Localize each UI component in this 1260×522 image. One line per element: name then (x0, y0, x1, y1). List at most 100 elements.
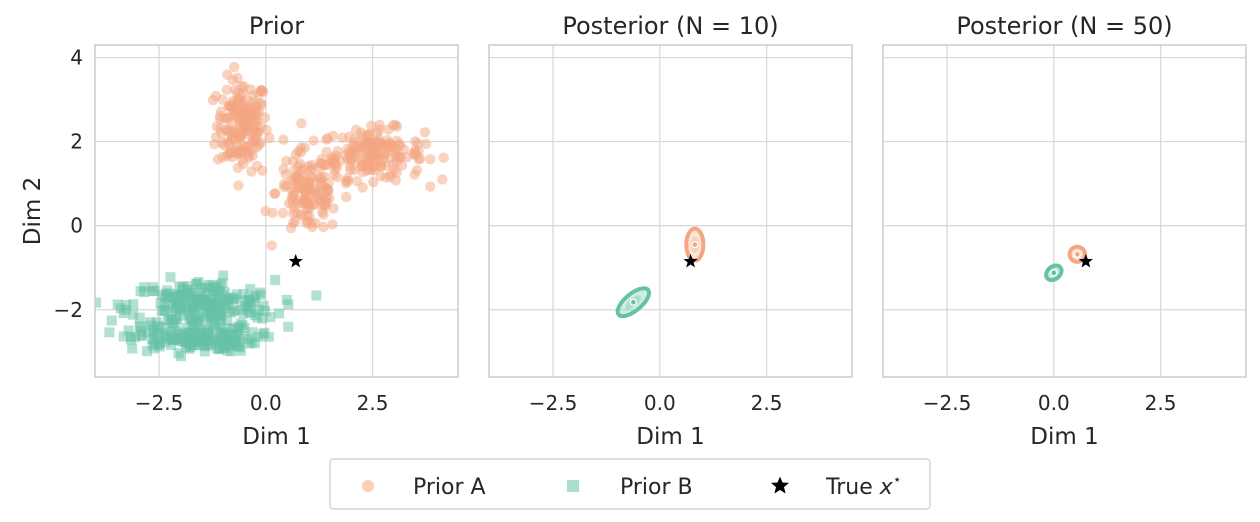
prior-a-point (246, 166, 257, 177)
legend: Prior A Prior B True x⋆ (329, 458, 931, 510)
plot-area (615, 226, 706, 319)
legend-marker-prior-b (567, 480, 579, 492)
panel-title: Posterior (N = 50) (956, 12, 1172, 40)
x-tick-label: −2.5 (923, 391, 972, 415)
prior-a-point (419, 127, 431, 138)
prior-b-point (104, 327, 115, 338)
prior-a-point (287, 198, 298, 209)
prior-b-point (203, 327, 214, 338)
prior-b-point (187, 288, 198, 299)
prior-a-point (290, 149, 302, 160)
prior-a-point (321, 146, 332, 158)
prior-a-point (308, 135, 319, 146)
prior-a-point (315, 187, 326, 198)
panel-title: Posterior (N = 10) (562, 12, 778, 40)
x-tick-label: 2.5 (357, 391, 389, 415)
prior-a-point (412, 138, 424, 149)
grid (489, 45, 852, 377)
prior-a-point (227, 96, 238, 107)
prior-b-point (183, 308, 194, 319)
prior-a-point (357, 130, 368, 142)
prior-b-point (208, 319, 219, 330)
prior-b-point (197, 301, 208, 312)
prior-b-point (152, 328, 163, 339)
prior-b-point (265, 312, 276, 323)
prior-a-point (243, 150, 254, 162)
prior-a-point (424, 154, 436, 165)
prior-a-point (323, 193, 335, 204)
x-tick-label: 0.0 (250, 391, 282, 415)
prior-b-point (159, 305, 170, 316)
prior-a-point (383, 124, 394, 135)
prior-b-point (181, 323, 192, 334)
prior-a-point (252, 115, 263, 126)
prior-a-point (315, 158, 327, 169)
prior-a-point (209, 139, 220, 150)
prior-a-point (288, 190, 299, 202)
prior-a-point (318, 209, 329, 220)
prior-a-point (341, 191, 352, 203)
prior-b-point (222, 315, 233, 326)
prior-b-point (95, 297, 102, 308)
legend-label-true-sup: ⋆ (893, 472, 902, 488)
prior-b-point (257, 313, 268, 324)
prior-b-point (238, 331, 249, 342)
prior-a-point (438, 152, 449, 163)
y-tick-label: 2 (70, 130, 83, 154)
prior-a-point (229, 61, 240, 73)
prior-a-point (327, 219, 338, 230)
prior-a-point (357, 182, 368, 193)
prior-a-point (344, 150, 356, 161)
prior-b-point (166, 339, 177, 350)
prior-a-point (255, 85, 267, 96)
prior-a-point (235, 148, 246, 159)
x-tick-label: 2.5 (751, 391, 783, 415)
prior-a-point (257, 165, 268, 177)
prior-b-point (217, 277, 228, 288)
prior-b-point (148, 282, 159, 293)
prior-b-point (229, 294, 240, 305)
prior-b-point (311, 290, 322, 301)
prior-a-point (217, 94, 228, 105)
prior-a-point (278, 163, 289, 175)
prior-b-point (197, 287, 208, 298)
prior-a-point (281, 180, 293, 191)
prior-b-point (227, 323, 238, 334)
legend-label-true-math: x (879, 475, 894, 500)
prior-b-point (125, 331, 136, 342)
prior-a-point (318, 221, 329, 233)
panel-title: Prior (249, 12, 304, 40)
y-axis-label: Dim 2 (20, 177, 46, 245)
legend-label-prior-b: Prior B (620, 475, 693, 500)
panels: Prior −2.5 0.0 2.5 −2 0 2 4 Dim 1 Dim 2 Posterior … (20, 12, 1247, 450)
prior-a-point (391, 167, 402, 178)
prior-a-point (309, 199, 320, 210)
prior-b-point (225, 307, 236, 318)
prior-b-point (260, 305, 271, 316)
prior-b-point (234, 341, 245, 352)
prior-a-point (238, 158, 249, 170)
prior-b-point (254, 304, 265, 315)
prior-a-point (225, 110, 236, 122)
true-point-star (1078, 253, 1093, 268)
legend-label-prior-a: Prior A (413, 475, 486, 500)
prior-b-point (127, 343, 138, 354)
prior-a-point (281, 155, 292, 167)
prior-a-point (233, 180, 244, 191)
prior-a-point (371, 136, 382, 147)
prior-a-point (310, 218, 321, 229)
prior-b-point (218, 270, 229, 281)
prior-a-point (261, 124, 272, 136)
prior-b-point (212, 310, 223, 321)
prior-a-point (319, 171, 330, 182)
prior-a-point (380, 172, 392, 183)
prior-b-point (199, 335, 210, 346)
prior-b-point (232, 330, 243, 341)
x-axis-label: Dim 1 (242, 424, 310, 450)
prior-a-point (328, 203, 339, 214)
x-tick-label: −2.5 (135, 391, 184, 415)
legend-label-true: True x⋆ (825, 472, 902, 500)
prior-a-point (277, 207, 289, 219)
prior-b-point (191, 316, 202, 327)
